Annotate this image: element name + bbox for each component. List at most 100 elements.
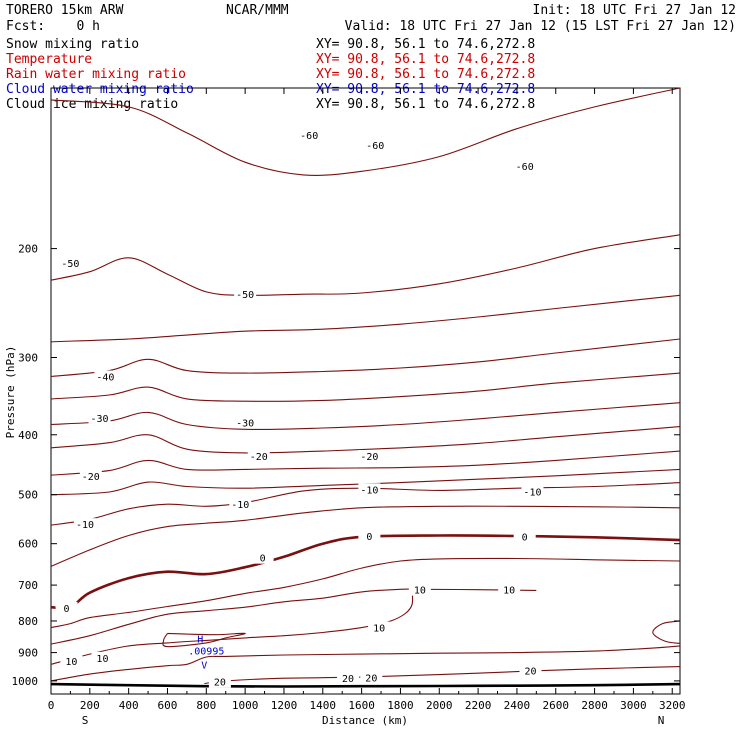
contour-line — [50, 372, 681, 402]
contour-label: 20 — [524, 666, 536, 677]
contour-line — [50, 294, 681, 343]
contour-label-bg — [298, 128, 321, 141]
contour-line — [50, 234, 681, 296]
contour-label: -50 — [61, 259, 79, 270]
contour-label: 0 — [64, 604, 70, 615]
contour-label: -20 — [360, 452, 378, 463]
x-tick-label: 2200 — [465, 699, 492, 712]
marker-high-label: H — [197, 635, 203, 646]
contour-label-bg — [498, 583, 521, 596]
field-name: Cloud ice mixing ratio — [6, 97, 178, 112]
contour-label-bg — [360, 671, 383, 684]
field-xy: XY= 90.8, 56.1 to 74.6,272.8 — [316, 82, 535, 97]
contour-label: 10 — [373, 624, 385, 635]
contour-label: 10 — [65, 657, 77, 668]
y-tick-label: 600 — [18, 538, 38, 551]
contour-loop — [162, 632, 246, 648]
init-label: Init: 18 UTC Fri 27 Jan 12 — [533, 3, 737, 18]
valid-label: Valid: 18 UTC Fri 27 Jan 12 (15 LST Fri … — [345, 19, 736, 34]
contour-label-bg — [229, 498, 252, 511]
marker-bottom-label: V — [201, 661, 207, 672]
contour-label: -60 — [366, 141, 384, 152]
x-tick-label: 1400 — [310, 699, 337, 712]
contour-line — [50, 450, 681, 476]
contour-label: 20 — [214, 678, 226, 689]
y-tick-label: 900 — [18, 647, 38, 660]
contour-label: 20 — [342, 674, 354, 685]
field-name: Rain water mixing ratio — [6, 67, 186, 82]
center-label: NCAR/MMM — [226, 3, 289, 18]
contour-label-bg — [513, 530, 536, 543]
contour-line — [50, 402, 681, 431]
field-list: Snow mixing ratio XY= 90.8, 56.1 to 74.6,… — [6, 37, 535, 112]
contour-label: -50 — [236, 290, 254, 301]
contour-label: 10 — [414, 586, 426, 597]
field-xy: XY= 90.8, 56.1 to 74.6,272.8 — [316, 97, 535, 112]
contour-line — [50, 557, 681, 629]
cloud-water-marker: H.00995 V — [188, 635, 224, 672]
contour-label: -30 — [91, 414, 109, 425]
field-name: Snow mixing ratio — [6, 37, 139, 52]
contour-label: 0 — [522, 532, 528, 543]
x-tick-label: 2600 — [543, 699, 570, 712]
y-tick-label: 400 — [18, 429, 38, 442]
y-tick-label: 800 — [18, 615, 38, 628]
contour-label-bg — [358, 450, 381, 463]
y-tick-label: 200 — [18, 243, 38, 256]
contour-label: -10 — [360, 485, 378, 496]
x-tick-label: 3000 — [620, 699, 647, 712]
contour-line — [50, 589, 414, 665]
x-axis-left-end: S — [82, 714, 89, 727]
contour-label-bg — [519, 664, 542, 677]
contour-label: -40 — [96, 373, 114, 384]
ground-contour — [50, 682, 681, 688]
contour-label: -60 — [300, 131, 318, 142]
contour-label-bg — [88, 412, 111, 425]
contour-line — [50, 534, 681, 610]
contour-labels: -60 -60 -60 -50 -50 -40 -30 -30 -20 -20 -20 -10 -10 -… — [55, 128, 544, 689]
model-label: TORERO 15km ARW — [6, 3, 124, 18]
x-tick-label: 200 — [80, 699, 100, 712]
contour-label-bg — [368, 621, 391, 634]
contour-label: 0 — [260, 554, 266, 565]
contour-label: -30 — [236, 418, 254, 429]
contour-line — [50, 338, 681, 378]
contour-line — [50, 505, 681, 567]
field-name: Cloud water mixing ratio — [6, 82, 194, 97]
field-xy: XY= 90.8, 56.1 to 74.6,272.8 — [316, 67, 535, 82]
contour-label: -20 — [82, 472, 100, 483]
y-axis-label: Pressure (hPa) — [4, 346, 17, 439]
x-tick-label: 1600 — [348, 699, 375, 712]
contour-label-bg — [364, 138, 387, 151]
ground-line — [50, 682, 681, 688]
contour-label: 20 — [365, 673, 377, 684]
field-xy: XY= 90.8, 56.1 to 74.6,272.8 — [316, 52, 535, 67]
contour-label-bg — [79, 469, 102, 482]
contour-label-bg — [73, 518, 96, 531]
x-tick-label: 2800 — [581, 699, 608, 712]
x-tick-label: 1200 — [271, 699, 298, 712]
contour-label-bg — [251, 551, 274, 564]
x-tick-label: 1000 — [232, 699, 259, 712]
contour-label-bg — [513, 159, 536, 172]
contour-line — [50, 588, 537, 645]
contour-label-bg — [521, 485, 544, 498]
contour-label-bg — [91, 651, 114, 664]
contour-label: -10 — [523, 487, 541, 498]
x-axis-right-end: N — [658, 714, 665, 727]
contour-label-bg — [208, 675, 231, 688]
header: TORERO 15km ARW NCAR/MMM Init: 18 UTC Fr… — [6, 3, 736, 112]
x-tick-label: 800 — [196, 699, 216, 712]
temperature-contours — [50, 87, 681, 685]
x-axis-label: Distance (km) — [322, 714, 408, 727]
contour-label-bg — [55, 601, 78, 614]
contour-label-bg — [247, 450, 270, 463]
contour-label: 10 — [96, 654, 108, 665]
y-tick-label: 500 — [18, 489, 38, 502]
x-tick-label: 2400 — [504, 699, 531, 712]
fcst-label: Fcst: 0 h — [6, 19, 100, 34]
enclosed-contour-region — [162, 632, 246, 648]
contour-line — [204, 666, 681, 685]
